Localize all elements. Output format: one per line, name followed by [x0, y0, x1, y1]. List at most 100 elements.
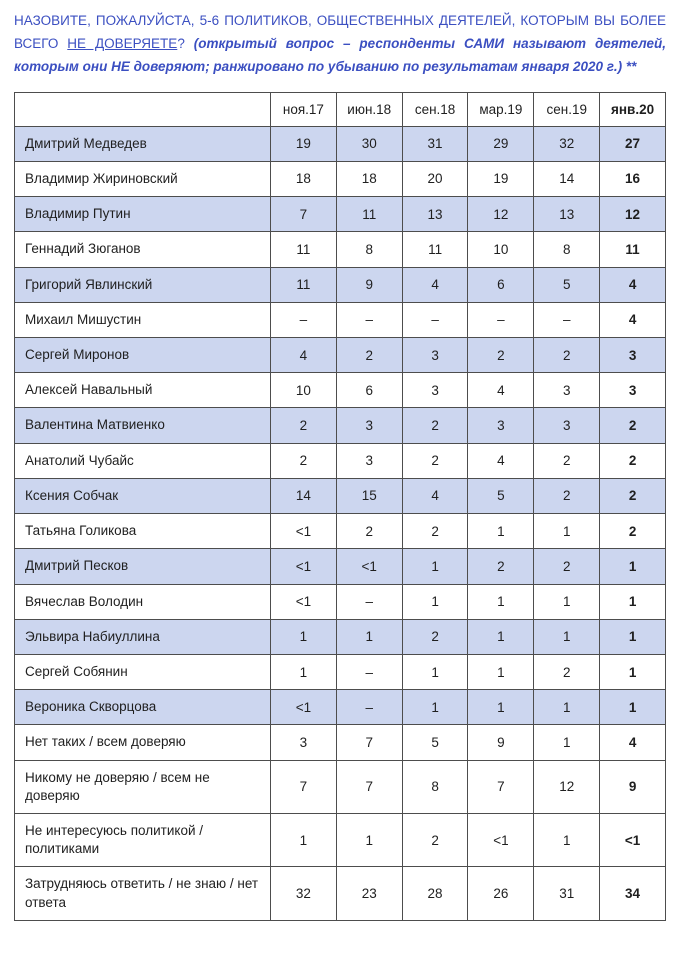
table-row: Геннадий Зюганов 11 8 11 10 8 11	[14, 231, 666, 268]
value-cell: 2	[599, 477, 666, 515]
value-cell: 10	[467, 231, 535, 268]
value-cell: 12	[467, 196, 535, 233]
row-label: Никому не доверяю / всем не доверяю	[14, 759, 271, 815]
value-cell: 1	[467, 689, 535, 726]
value-cell: 9	[467, 724, 535, 761]
value-cell: 12	[599, 196, 666, 233]
value-cell: 1	[599, 618, 666, 655]
value-cell: 4	[401, 266, 469, 303]
value-cell: 30	[335, 125, 403, 162]
table-row: Алексей Навальный 10 6 3 4 3 3	[14, 372, 666, 409]
value-cell: 1	[467, 653, 535, 691]
value-cell: 19	[467, 160, 535, 198]
value-cell: 4	[401, 477, 469, 515]
value-cell: 11	[270, 231, 337, 268]
value-cell: 1	[467, 618, 535, 655]
table-row: Вячеслав Володин <1–1 1 1 1	[14, 583, 666, 620]
row-label: Татьяна Голикова	[14, 513, 271, 550]
value-cell: 11	[401, 231, 469, 268]
value-cell: 2	[533, 336, 601, 374]
table-row: Сергей Собянин 1–1 1 2 1	[14, 653, 666, 691]
value-cell: 1	[401, 583, 469, 620]
row-label: Дмитрий Песков	[14, 548, 271, 585]
value-cell: 23	[335, 866, 403, 921]
value-cell: <1	[270, 513, 337, 550]
value-cell: 2	[401, 618, 469, 655]
value-cell: 1	[533, 689, 601, 726]
table-row: Не интересуюсь политикой / политиками 1 1 2…	[14, 813, 666, 868]
row-label: Эльвира Набиуллина	[14, 618, 271, 655]
value-cell: 4	[599, 301, 666, 338]
value-cell: 1	[401, 689, 469, 726]
value-cell: 2	[401, 407, 469, 444]
value-cell: 13	[401, 196, 469, 233]
value-cell: 3	[335, 407, 403, 444]
value-cell: 2	[599, 442, 666, 479]
value-cell: <1	[467, 813, 535, 868]
table-row: Анатолий Чубайс 2 3 2 4 2 2	[14, 442, 666, 479]
value-cell: 1	[533, 618, 601, 655]
value-cell: 13	[533, 196, 601, 233]
value-cell: 7	[335, 759, 403, 815]
value-cell: 2	[533, 653, 601, 691]
value-cell: 28	[401, 866, 469, 921]
value-cell: –	[401, 301, 469, 338]
table-row: Никому не доверяю / всем не доверяю 7 7 8 7 1…	[14, 759, 666, 815]
row-label: Михаил Мишустин	[14, 301, 271, 338]
value-cell: 16	[599, 160, 666, 198]
value-cell: 2	[401, 813, 469, 868]
value-cell: 3	[599, 372, 666, 409]
value-cell: 2	[533, 442, 601, 479]
value-cell: 3	[533, 407, 601, 444]
value-cell: 1	[335, 618, 403, 655]
value-cell: 1	[467, 513, 535, 550]
value-cell: 1	[401, 548, 469, 585]
row-label: Вячеслав Володин	[14, 583, 271, 620]
value-cell: 6	[467, 266, 535, 303]
distrust-table: ноя.17 июн.18 сен.18 мар.19 сен.19 янв.20 Дми…	[14, 91, 666, 921]
column-header: июн.18	[335, 91, 403, 127]
value-cell: <1	[335, 548, 403, 585]
row-label: Дмитрий Медведев	[14, 125, 271, 162]
value-cell: 3	[335, 442, 403, 479]
value-cell: 14	[533, 160, 601, 198]
value-cell: 2	[533, 477, 601, 515]
value-cell: 10	[270, 372, 337, 409]
question-note: (открытый вопрос – респонденты САМИ назы…	[14, 36, 666, 75]
column-header: сен.18	[401, 91, 469, 127]
value-cell: 7	[335, 724, 403, 761]
value-cell: 26	[467, 866, 535, 921]
value-cell: 3	[467, 407, 535, 444]
row-label: Затрудняюсь ответить / не знаю / нет отв…	[14, 866, 271, 921]
table-row: Дмитрий Медведев 19 30 31 29 32 27	[14, 125, 666, 162]
row-label: Нет таких / всем доверяю	[14, 724, 271, 761]
value-cell: 32	[270, 866, 337, 921]
value-cell: 8	[533, 231, 601, 268]
row-label: Сергей Миронов	[14, 336, 271, 374]
value-cell: 1	[599, 583, 666, 620]
value-cell: 9	[599, 759, 666, 815]
value-cell: <1	[270, 583, 337, 620]
value-cell: 4	[599, 266, 666, 303]
value-cell: 5	[401, 724, 469, 761]
value-cell: <1	[599, 813, 666, 868]
table-row: Сергей Миронов 4 2 3 2 2 3	[14, 336, 666, 374]
value-cell: 20	[401, 160, 469, 198]
table-row: Владимир Путин 7 11 13 12 13 12	[14, 196, 666, 233]
value-cell: –	[335, 301, 403, 338]
value-cell: 2	[467, 336, 535, 374]
column-header: ноя.17	[270, 91, 337, 127]
value-cell: 27	[599, 125, 666, 162]
row-label: Анатолий Чубайс	[14, 442, 271, 479]
value-cell: 2	[270, 407, 337, 444]
table-row: Татьяна Голикова <1 2 2 1 1 2	[14, 513, 666, 550]
table-row: Владимир Жириновский 18 18 20 19 14 16	[14, 160, 666, 198]
value-cell: 4	[467, 442, 535, 479]
value-cell: 18	[270, 160, 337, 198]
value-cell: 2	[401, 513, 469, 550]
value-cell: 15	[335, 477, 403, 515]
value-cell: 2	[335, 513, 403, 550]
value-cell: 31	[533, 866, 601, 921]
value-cell: 7	[467, 759, 535, 815]
row-label: Владимир Путин	[14, 196, 271, 233]
